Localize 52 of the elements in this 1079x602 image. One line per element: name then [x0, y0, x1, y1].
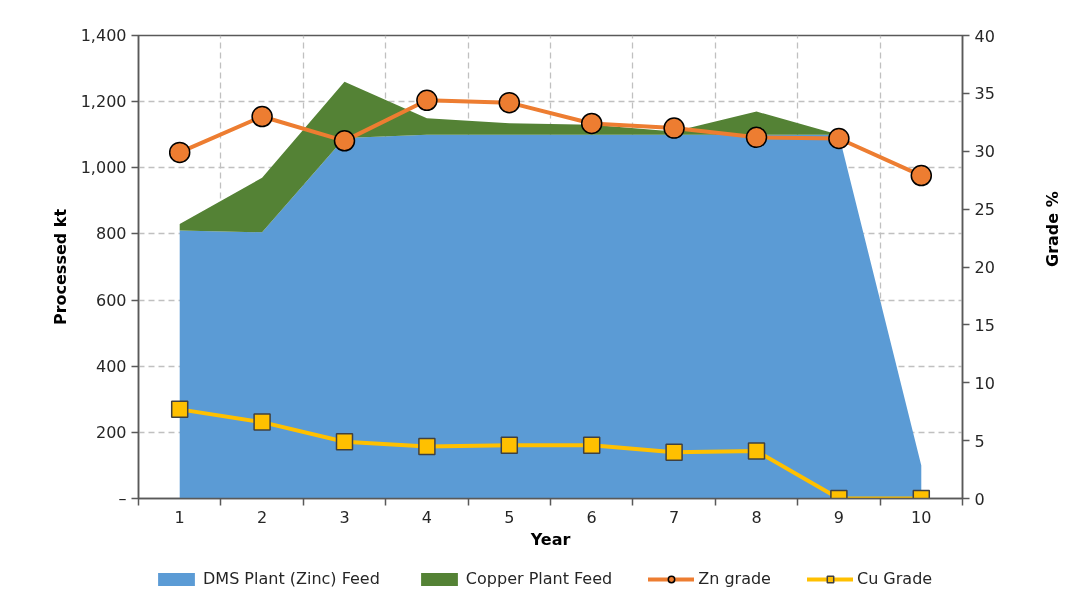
- point: [498, 91, 521, 114]
- y2-tick-label: 15: [974, 315, 995, 335]
- x-axis-title: Year: [529, 529, 571, 549]
- point: [333, 130, 356, 152]
- x-tick-label: 6: [586, 507, 597, 527]
- legend-label: Copper Plant Feed: [465, 569, 613, 588]
- point: [251, 105, 273, 128]
- x-tick-label: 2: [257, 507, 268, 527]
- y-tick-label: 200: [95, 422, 127, 442]
- x-tick-label: 3: [339, 507, 350, 527]
- point: [745, 126, 768, 149]
- y-tick-label: 1,400: [80, 26, 127, 45]
- y-tick-label: 600: [95, 290, 127, 310]
- y-axis-title: Processed kt: [50, 208, 70, 326]
- point: [253, 413, 271, 431]
- point: [910, 164, 933, 187]
- point: [582, 436, 601, 455]
- y-tick-label: 400: [95, 356, 127, 376]
- point: [418, 437, 436, 456]
- point: [335, 433, 354, 451]
- y-tick-label: 800: [95, 224, 127, 244]
- point: [665, 443, 683, 461]
- y-tick-label: 1,200: [80, 92, 127, 112]
- y2-tick-label: 35: [974, 84, 995, 104]
- y-tick-label: –: [118, 489, 127, 508]
- y2-tick-label: 30: [974, 142, 995, 162]
- point: [828, 127, 850, 150]
- x-tick-label: 8: [751, 507, 762, 527]
- y2-axis-title: Grade %: [1043, 191, 1063, 267]
- y2-tick-label: 0: [974, 489, 985, 509]
- y-tick-label: 1,000: [80, 158, 127, 178]
- y2-tick-label: 25: [974, 200, 995, 220]
- legend-label: Zn grade: [698, 569, 771, 588]
- point: [170, 400, 189, 419]
- legend-label: DMS Plant (Zinc) Feed: [203, 569, 380, 588]
- x-tick-label: 5: [504, 507, 515, 527]
- y2-tick-label: 5: [974, 431, 985, 451]
- point: [500, 436, 519, 455]
- y2-tick-label: 20: [974, 258, 995, 277]
- y2-tick-label: 10: [974, 373, 995, 393]
- x-tick-label: 10: [911, 507, 932, 527]
- point: [663, 117, 685, 139]
- point: [416, 89, 438, 112]
- y2-tick-label: 40: [974, 26, 995, 46]
- point: [747, 442, 766, 460]
- x-tick-label: 9: [833, 507, 844, 527]
- point: [168, 141, 191, 164]
- point: [580, 112, 603, 135]
- x-tick-label: 1: [174, 507, 185, 527]
- x-tick-label: 4: [421, 507, 432, 527]
- legend-label: Cu Grade: [856, 569, 933, 588]
- x-tick-label: 7: [669, 507, 680, 527]
